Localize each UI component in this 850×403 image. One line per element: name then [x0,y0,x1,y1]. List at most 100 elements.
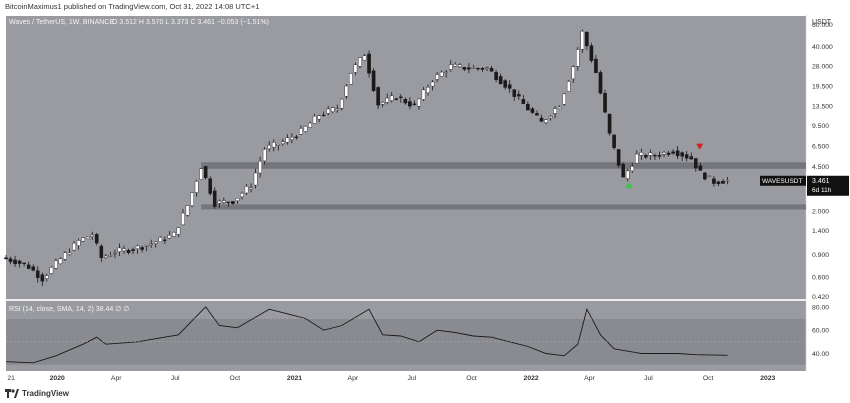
candle-body [512,89,517,97]
candle-body [222,200,226,203]
candle-body [530,108,535,113]
candle-body [426,87,430,94]
candle-body [40,274,45,282]
candle-body [99,245,104,258]
candle-body [54,260,58,269]
tag-price-bg [807,175,849,196]
candle-body [653,155,657,157]
time-tick-label: 2021 [287,375,302,382]
bearish-arrow-icon [696,143,704,150]
candle-body [712,178,716,184]
tradingview-logo-icon [5,389,19,398]
candle-body [535,113,539,116]
candle-body [240,193,244,198]
candle-body [417,98,421,107]
candle-body [589,45,594,61]
candle-body [167,235,172,239]
candle-body [321,114,326,116]
candle-body [689,156,694,160]
tag-countdown: 6d 11h [812,187,832,194]
candle-body [299,128,303,135]
rsi-tick-label: 60.00 [812,328,829,335]
publisher-line: BitcoinMaximus1 published on TradingView… [5,2,260,11]
candle-body [326,108,331,114]
candle-body [671,151,675,154]
candle-body [503,80,507,88]
candle-body [367,53,371,74]
candle-body [340,98,344,109]
candle-body [317,115,321,120]
candle-body [444,71,448,74]
candle-body [521,99,526,104]
candle-body [49,267,54,274]
price-tick-label: 9.500 [812,123,829,130]
time-tick-label: Oct [703,375,714,382]
tag-symbol: WAVESUSDT [762,178,802,185]
candle-body [666,152,671,155]
candle-body [471,67,476,69]
support-zones [201,162,806,210]
candle-body [276,144,281,146]
price-pane-bg [6,16,806,299]
candle-body [707,175,712,177]
candle-body [439,71,444,77]
candle-body [657,155,662,157]
candle-body [394,98,399,100]
time-axis-ticks: 21 2020 Apr Jul Oct 2021 Apr Jul Oct 2022 Apr Jul Oc… [7,375,775,382]
candle-body [226,201,231,203]
candle-body [716,181,721,185]
candle-body [603,93,607,113]
candle-body [212,190,217,207]
rsi-tick-label: 80.00 [812,304,829,311]
candle-body [235,197,240,202]
candle-body [598,72,603,94]
candle-body [376,87,380,106]
candle-body [399,96,403,98]
price-tick-label: 6.500 [812,144,829,151]
time-tick-label: Oct [466,375,477,382]
candle-body [81,237,85,242]
price-tick-label: 2.000 [812,208,829,215]
candle-body [421,89,426,100]
candle-body [144,245,149,247]
candle-body [485,67,489,69]
candle-body [526,103,530,111]
candle-body [408,101,412,107]
price-tick-label: 0.600 [812,274,829,281]
candle-body [412,103,417,105]
candle-body [126,249,131,253]
tag-symbol-bg [760,175,806,186]
candle-body [76,240,81,246]
price-chart[interactable]: Waves / TetherUS, 1W, BINANCE O 3.512 H … [0,14,850,386]
candle-body [684,154,689,159]
candle-body [58,258,63,264]
candle-body [630,166,635,172]
candle-body [122,248,126,252]
candle-body [648,152,653,156]
time-tick-label: Jul [171,375,180,382]
candle-body [448,64,453,70]
price-tick-label: 0.900 [812,252,829,259]
chart-frame[interactable]: Waves / TetherUS, 1W, BINANCE O 3.512 H … [0,14,850,386]
candle-body [35,270,40,278]
candle-body [662,152,666,155]
candle-body [507,84,512,89]
candle-body [267,145,272,150]
candle-body [172,232,176,237]
candle-body [680,152,684,157]
candle-body [117,247,122,252]
candle-body [458,64,462,67]
price-tick-label: 60.000 [812,22,833,29]
time-tick-label: Oct [230,375,241,382]
support-zone [201,204,806,210]
candle-body [562,93,566,105]
candle-body [281,141,285,145]
candle-body [262,149,267,162]
candle-body [480,68,485,70]
footer: TradingView [0,386,850,403]
candle-body [580,30,585,50]
signal-arrows [625,143,704,188]
candle-body [199,168,203,180]
candle-body [385,97,389,103]
candle-body [430,81,435,87]
